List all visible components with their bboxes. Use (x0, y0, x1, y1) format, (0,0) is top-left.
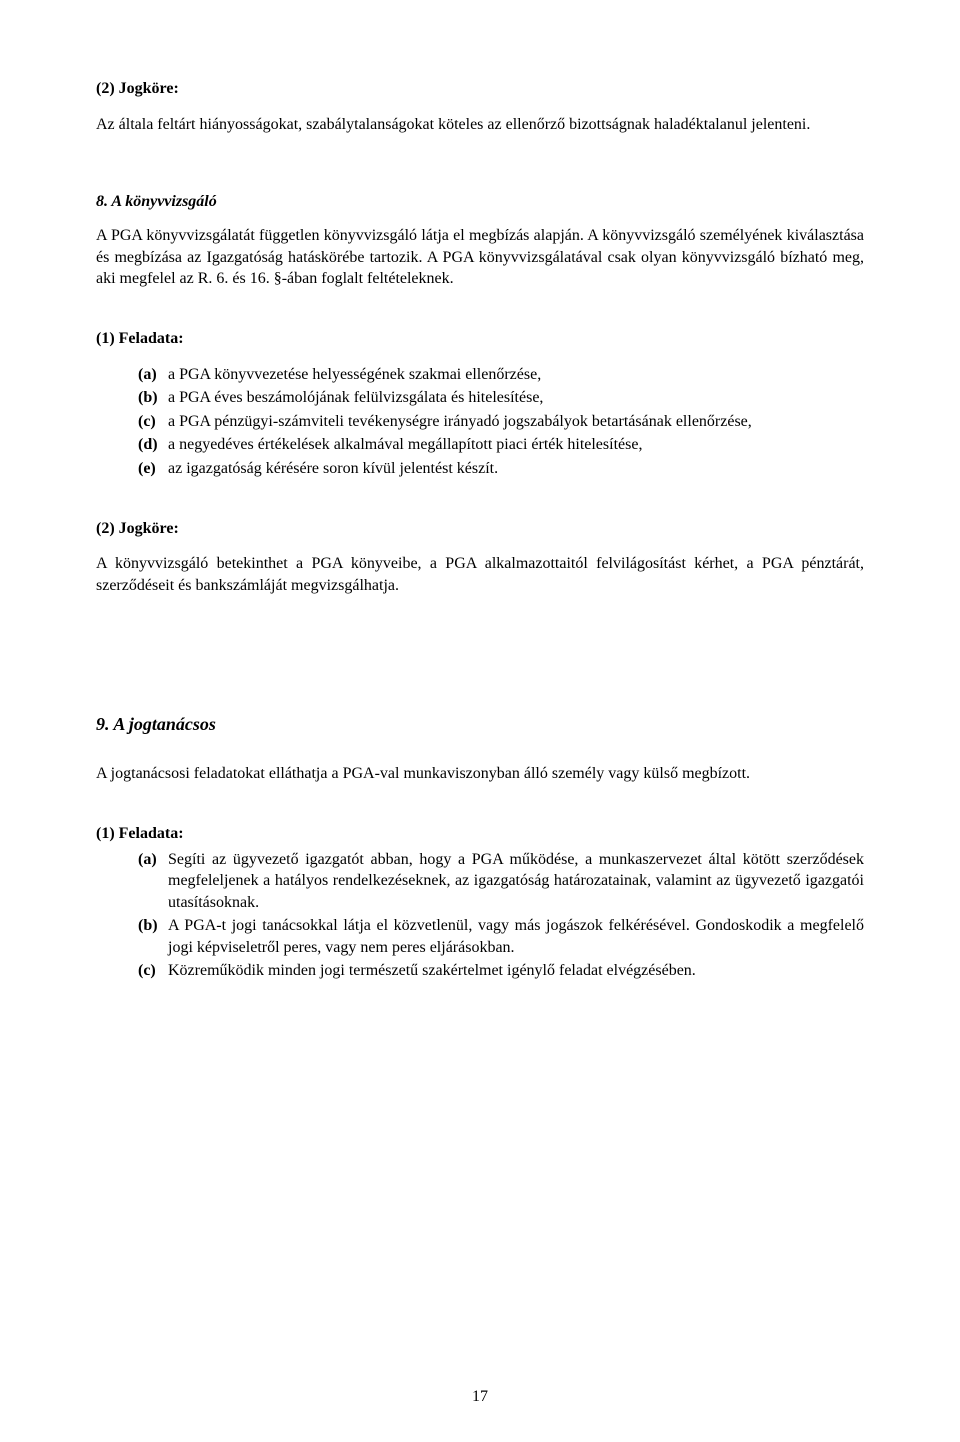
page-number: 17 (0, 1388, 960, 1406)
document-page: (2) Jogköre: Az általa feltárt hiányossá… (0, 0, 960, 1442)
spacer (96, 650, 864, 674)
list-text: a PGA pénzügyi-számviteli tevékenységre … (168, 411, 864, 433)
list-text: az igazgatóság kérésére soron kívül jele… (168, 458, 864, 480)
list-marker: (a) (138, 364, 168, 386)
list-marker: (e) (138, 458, 168, 480)
spacer (96, 494, 864, 518)
list-text: a negyedéves értékelések alkalmával megá… (168, 434, 864, 456)
list-marker: (b) (138, 915, 168, 958)
jogkore-heading-2: (2) Jogköre: (96, 518, 864, 540)
spacer (96, 149, 864, 173)
list-item: (c)Közreműködik minden jogi természetű s… (138, 960, 864, 982)
section-9-heading: 9. A jogtanácsos (96, 714, 864, 735)
list-text: Segíti az ügyvezető igazgatót abban, hog… (168, 849, 864, 914)
feladata-list-1: (a)a PGA könyvvezetése helyességének sza… (96, 364, 864, 480)
feladata-heading-1: (1) Feladata: (96, 328, 864, 350)
list-marker: (d) (138, 434, 168, 456)
jogkore-heading-1: (2) Jogköre: (96, 78, 864, 100)
list-item: (d)a negyedéves értékelések alkalmával m… (138, 434, 864, 456)
list-item: (a)Segíti az ügyvezető igazgatót abban, … (138, 849, 864, 914)
list-text: A PGA-t jogi tanácsokkal látja el közvet… (168, 915, 864, 958)
feladata-heading-2: (1) Feladata: (96, 823, 864, 845)
list-text: a PGA könyvvezetése helyességének szakma… (168, 364, 864, 386)
list-item: (a)a PGA könyvvezetése helyességének sza… (138, 364, 864, 386)
spacer (96, 304, 864, 328)
list-marker: (c) (138, 960, 168, 982)
spacer (96, 610, 864, 650)
section-9-para: A jogtanácsosi feladatokat elláthatja a … (96, 763, 864, 785)
spacer (96, 753, 864, 763)
list-marker: (a) (138, 849, 168, 914)
list-marker: (b) (138, 387, 168, 409)
list-text: a PGA éves beszámolójának felülvizsgálat… (168, 387, 864, 409)
jogkore-para-2: A könyvvizsgáló betekinthet a PGA könyve… (96, 553, 864, 596)
list-item: (b)a PGA éves beszámolójának felülvizsgá… (138, 387, 864, 409)
feladata-list-2: (a)Segíti az ügyvezető igazgatót abban, … (96, 849, 864, 983)
section-8-para: A PGA könyvvizsgálatát független könyvvi… (96, 225, 864, 290)
section-8-heading: 8. A könyvvizsgáló (96, 193, 864, 211)
list-marker: (c) (138, 411, 168, 433)
list-item: (c)a PGA pénzügyi-számviteli tevékenység… (138, 411, 864, 433)
list-item: (e)az igazgatóság kérésére soron kívül j… (138, 458, 864, 480)
list-text: Közreműködik minden jogi természetű szak… (168, 960, 864, 982)
jogkore-para-1: Az általa feltárt hiányosságokat, szabál… (96, 114, 864, 136)
list-item: (b)A PGA-t jogi tanácsokkal látja el köz… (138, 915, 864, 958)
spacer (96, 799, 864, 823)
